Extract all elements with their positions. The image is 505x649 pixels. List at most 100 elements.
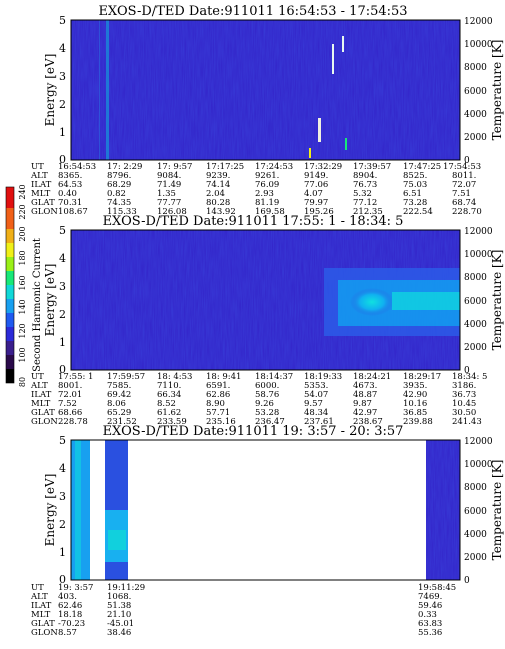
colorbar-tick: 160	[18, 275, 27, 290]
row-value: 18.18	[58, 610, 82, 620]
info-row-mlt: MLT 7.52 8.06 8.52 8.90 9.26 9.57 9.87 1…	[31, 399, 476, 409]
y2-tick-label: 6000	[464, 507, 487, 517]
row-value: 143.92	[206, 207, 236, 217]
row-label: GLON	[31, 207, 58, 217]
row-value: 8796.	[107, 171, 131, 181]
row-value: 2.93	[255, 189, 274, 199]
row-value: 19:11:29	[107, 583, 145, 593]
row-value: 58.76	[255, 390, 279, 400]
y-ticks-right: 0 2000 4000 6000 8000 10000 12000	[464, 227, 493, 376]
y2-tick-label: 6000	[464, 87, 487, 97]
y-tick-label: 2	[59, 518, 66, 531]
row-label: ALT	[30, 171, 48, 181]
y-tick-label: 3	[59, 490, 66, 503]
row-value: 21.10	[107, 610, 131, 620]
row-label: ALT	[30, 592, 48, 602]
row-value: 48.87	[353, 390, 377, 400]
row-value: 66.34	[157, 390, 181, 400]
y-axis-label: Energy [eV]	[43, 474, 57, 547]
spike-feature	[318, 118, 321, 142]
row-value: 7110.	[157, 381, 181, 391]
colorbar-segment	[6, 257, 14, 271]
y-tick-label: 0	[59, 363, 66, 376]
info-table: UT 16:54:53 17: 2:29 17: 9:57 17:17:25 1…	[30, 162, 482, 217]
row-value: 72.07	[452, 180, 476, 190]
row-label: MLT	[31, 610, 51, 620]
row-label: GLON	[31, 628, 58, 638]
colorbar-label: Second Harmonic Current	[32, 238, 43, 372]
row-value: 228.70	[452, 207, 482, 217]
row-value: 4673.	[353, 381, 377, 391]
row-value: 42.97	[353, 408, 377, 418]
y2-tick-label: 0	[464, 366, 470, 376]
y-axis-label: Energy [eV]	[43, 264, 57, 337]
colorbar-segment	[6, 271, 14, 285]
band-core	[350, 288, 394, 316]
plot-area	[71, 440, 460, 580]
row-value: 212.35	[353, 207, 383, 217]
y2-tick-label: 8000	[464, 63, 487, 73]
row-value: 238.67	[353, 417, 383, 427]
row-value: 61.62	[157, 408, 181, 418]
y2-axis-label: Temperature [K]	[490, 40, 504, 141]
row-value: 17:17:25	[206, 162, 244, 172]
colorbar-segment	[6, 341, 14, 355]
row-value: 77.06	[304, 180, 328, 190]
row-value: 10.16	[403, 399, 427, 409]
row-value: 10.45	[452, 399, 476, 409]
colorbar-tick: 140	[18, 299, 27, 314]
row-value: 3186.	[452, 381, 476, 391]
row-value: 16:54:53	[58, 162, 96, 172]
row-value: 64.53	[58, 180, 82, 190]
y-tick-label: 1	[59, 126, 66, 139]
row-label: MLT	[31, 399, 51, 409]
row-label: GLAT	[31, 408, 55, 418]
row-value: 69.42	[107, 390, 131, 400]
y-ticks-left: 0 1 2 3 4 5	[59, 14, 66, 166]
y-tick-label: 5	[59, 434, 66, 447]
row-value: 241.43	[452, 417, 482, 427]
row-value: 9.26	[255, 399, 274, 409]
row-value: 0.40	[58, 189, 77, 199]
row-value: 4.07	[304, 189, 323, 199]
colorbar-segment	[6, 299, 14, 313]
row-value: 30.50	[452, 408, 476, 418]
row-value: 76.09	[255, 180, 279, 190]
row-value: 19:58:45	[418, 583, 456, 593]
row-value: 239.88	[403, 417, 433, 427]
y2-tick-label: 4000	[464, 530, 487, 540]
plot-noise	[71, 20, 460, 160]
row-value: 18: 9:41	[206, 372, 241, 382]
row-value: 6591.	[206, 381, 230, 391]
y-ticks-right: 0 2000 4000 6000 8000 10000 12000	[464, 437, 493, 586]
y-tick-label: 5	[59, 224, 66, 237]
row-value: 68.66	[58, 408, 82, 418]
row-value: 17:39:57	[353, 162, 391, 172]
y-tick-label: 1	[59, 546, 66, 559]
row-value: 70.31	[58, 198, 82, 208]
row-value: 17:54:53	[443, 162, 481, 172]
info-row-glat: GLAT 68.66 65.29 61.62 57.71 53.28 48.34…	[31, 408, 476, 418]
panel-title: EXOS-D/TED Date:911011 19: 3:57 - 20: 3:…	[103, 424, 404, 439]
row-value: 36.85	[403, 408, 427, 418]
y2-tick-label: 10000	[464, 460, 493, 470]
spike-feature	[345, 138, 347, 150]
spike-feature	[342, 36, 344, 52]
row-value: 235.16	[206, 417, 236, 427]
row-value: 8365.	[58, 171, 82, 181]
y-ticks-right: 0 2000 4000 6000 8000 10000 12000	[464, 17, 493, 166]
row-value: 228.78	[58, 417, 88, 427]
row-value: 17:32:29	[304, 162, 342, 172]
row-value: 63.83	[418, 619, 442, 629]
row-value: 7.51	[452, 189, 471, 199]
row-value: 18:14:37	[255, 372, 293, 382]
info-row-alt: ALT 8365. 8796. 9084. 9239. 9261. 9149. …	[30, 171, 476, 181]
row-value: 62.86	[206, 390, 230, 400]
row-value: 17:55: 1	[58, 372, 93, 382]
y2-tick-label: 2000	[464, 343, 487, 353]
colorbar-tick: 120	[18, 323, 27, 338]
colorbar-tick: 220	[18, 204, 27, 219]
row-value: 77.77	[157, 198, 181, 208]
row-value: 57.71	[206, 408, 230, 418]
streak-feature	[99, 20, 100, 160]
